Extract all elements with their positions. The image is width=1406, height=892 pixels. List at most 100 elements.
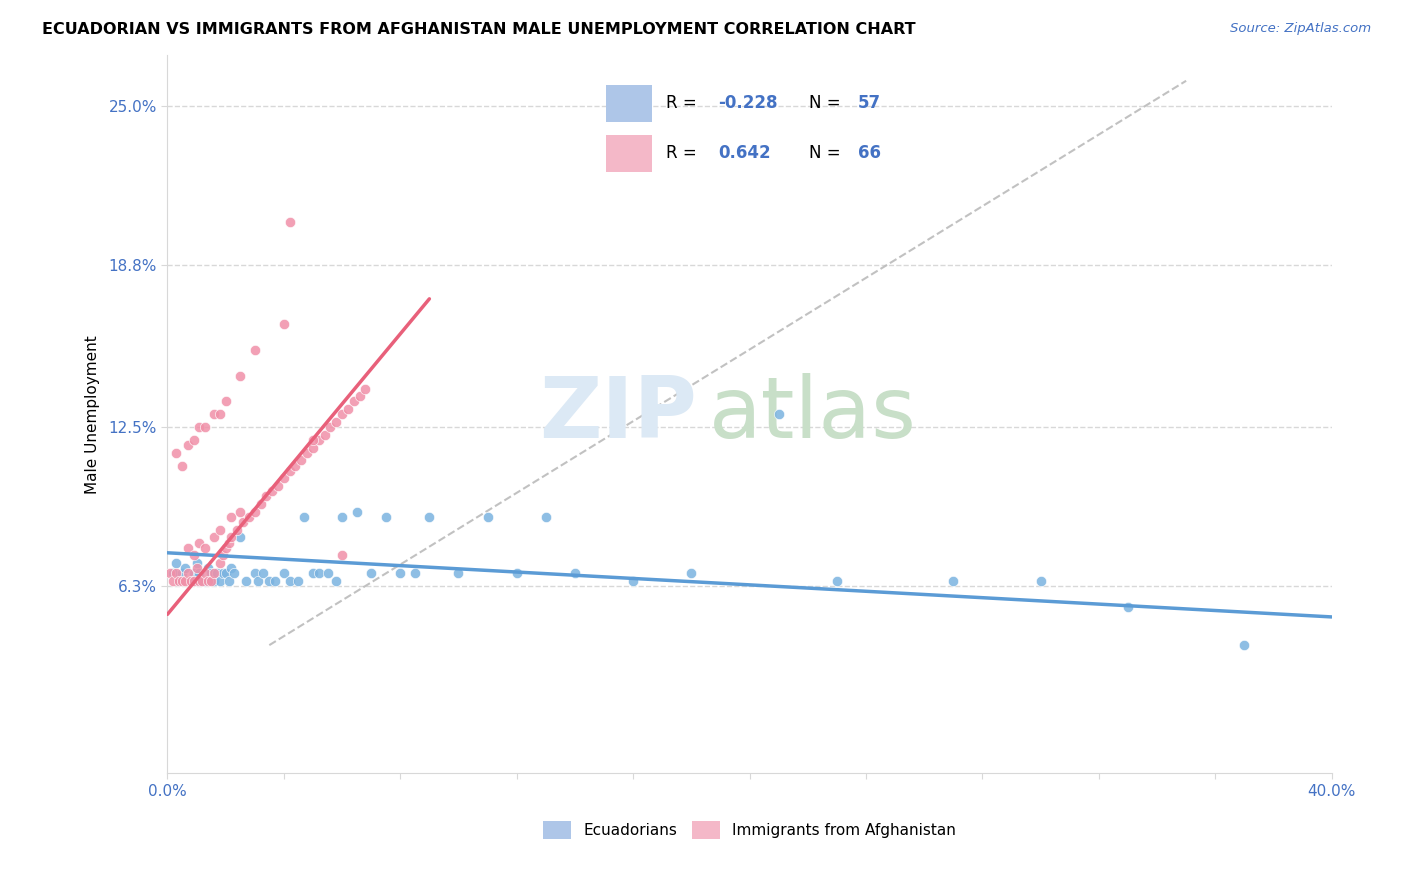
Point: [243, 566, 266, 581]
Point: [243, 505, 266, 519]
Point: [389, 566, 412, 581]
Point: [218, 574, 240, 588]
Point: [177, 541, 200, 555]
Point: [267, 479, 290, 493]
Legend: Ecuadorians, Immigrants from Afghanistan: Ecuadorians, Immigrants from Afghanistan: [537, 815, 962, 845]
Point: [336, 402, 359, 417]
Point: [170, 566, 193, 581]
Point: [477, 509, 499, 524]
Point: [183, 549, 205, 563]
Point: [262, 484, 284, 499]
Point: [284, 458, 307, 473]
Point: [221, 509, 243, 524]
Point: [235, 574, 257, 588]
Point: [221, 561, 243, 575]
Point: [202, 574, 225, 588]
Point: [314, 427, 336, 442]
Point: [404, 566, 426, 581]
Point: [238, 509, 260, 524]
Point: [162, 574, 184, 588]
Point: [330, 407, 353, 421]
Point: [246, 574, 269, 588]
Point: [254, 489, 277, 503]
Point: [330, 509, 353, 524]
Point: [287, 574, 309, 588]
Point: [302, 566, 325, 581]
Point: [165, 566, 187, 581]
Point: [162, 566, 184, 581]
Point: [188, 566, 211, 581]
Y-axis label: Male Unemployment: Male Unemployment: [86, 334, 100, 493]
Point: [167, 574, 190, 588]
Point: [180, 574, 202, 588]
Point: [197, 574, 219, 588]
Point: [183, 433, 205, 447]
Point: [360, 566, 382, 581]
Point: [681, 566, 703, 581]
Point: [534, 509, 557, 524]
Point: [224, 566, 246, 581]
Point: [221, 530, 243, 544]
Point: [200, 574, 222, 588]
Point: [292, 509, 315, 524]
Point: [188, 574, 211, 588]
Point: [214, 394, 236, 409]
Point: [290, 453, 312, 467]
Point: [202, 407, 225, 421]
Point: [183, 574, 205, 588]
Point: [197, 561, 219, 575]
Point: [191, 574, 214, 588]
Point: [186, 574, 208, 588]
Point: [205, 566, 228, 581]
Point: [942, 574, 965, 588]
Point: [180, 574, 202, 588]
Point: [165, 556, 187, 570]
Point: [278, 574, 301, 588]
Point: [447, 566, 470, 581]
Point: [214, 541, 236, 555]
Point: [194, 541, 217, 555]
Point: [1233, 638, 1256, 652]
Text: ZIP: ZIP: [540, 373, 697, 456]
Text: ECUADORIAN VS IMMIGRANTS FROM AFGHANISTAN MALE UNEMPLOYMENT CORRELATION CHART: ECUADORIAN VS IMMIGRANTS FROM AFGHANISTA…: [42, 22, 915, 37]
Point: [418, 509, 440, 524]
Point: [194, 420, 217, 434]
Point: [170, 458, 193, 473]
Point: [302, 433, 325, 447]
Point: [194, 574, 217, 588]
Point: [183, 566, 205, 581]
Point: [173, 574, 195, 588]
Point: [346, 505, 368, 519]
Point: [308, 433, 330, 447]
Point: [259, 574, 281, 588]
Point: [825, 574, 848, 588]
Point: [202, 530, 225, 544]
Point: [218, 535, 240, 549]
Point: [194, 566, 217, 581]
Point: [325, 415, 347, 429]
Text: Source: ZipAtlas.com: Source: ZipAtlas.com: [1230, 22, 1371, 36]
Point: [1116, 599, 1139, 614]
Point: [165, 446, 187, 460]
Point: [273, 471, 295, 485]
Point: [202, 566, 225, 581]
Point: [159, 566, 181, 581]
Point: [214, 566, 236, 581]
Point: [302, 441, 325, 455]
Point: [768, 407, 790, 421]
Point: [188, 420, 211, 434]
Point: [186, 561, 208, 575]
Point: [308, 566, 330, 581]
Point: [229, 368, 252, 383]
Point: [232, 515, 254, 529]
Point: [211, 566, 233, 581]
Point: [208, 523, 231, 537]
Point: [295, 446, 318, 460]
Point: [278, 215, 301, 229]
Point: [264, 574, 287, 588]
Point: [186, 556, 208, 570]
Point: [208, 574, 231, 588]
Point: [564, 566, 586, 581]
Point: [173, 561, 195, 575]
Point: [177, 438, 200, 452]
